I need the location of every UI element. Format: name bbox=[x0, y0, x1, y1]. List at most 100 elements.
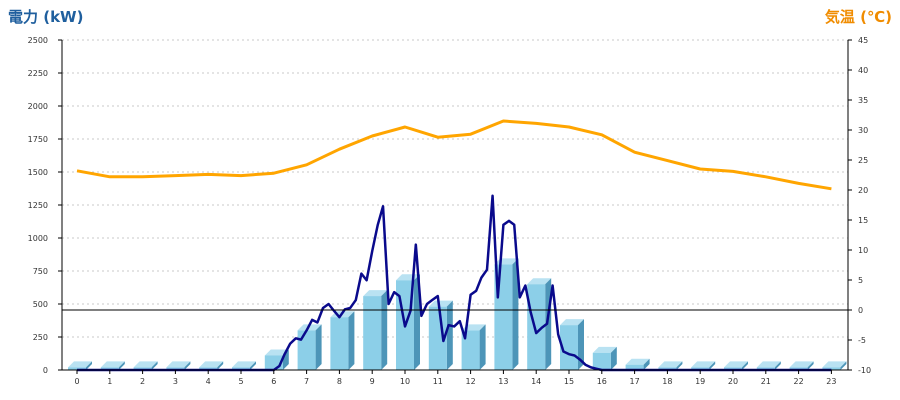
bar bbox=[363, 290, 388, 370]
bar bbox=[297, 324, 322, 370]
left-tick-label: 1750 bbox=[28, 135, 48, 144]
bar-side bbox=[578, 319, 584, 370]
bar bbox=[560, 319, 584, 370]
right-tick-label: 0 bbox=[858, 306, 863, 315]
power-line bbox=[77, 194, 832, 372]
left-tick-label: 250 bbox=[33, 333, 48, 342]
bar bbox=[232, 361, 256, 370]
bar bbox=[166, 361, 191, 370]
left-tick-label: 2000 bbox=[28, 102, 48, 111]
left-tick-label: 750 bbox=[33, 267, 48, 276]
bar-side bbox=[118, 361, 125, 370]
bar bbox=[592, 346, 617, 370]
right-tick-label: 10 bbox=[858, 246, 868, 255]
x-tick-label: 3 bbox=[173, 377, 178, 386]
left-tick-label: 0 bbox=[43, 366, 48, 375]
x-tick-label: 18 bbox=[662, 377, 672, 386]
x-tick-label: 14 bbox=[531, 377, 541, 386]
x-tick-label: 2 bbox=[140, 377, 145, 386]
bar bbox=[822, 361, 847, 370]
bar-side bbox=[348, 311, 355, 370]
x-tick-label: 15 bbox=[564, 377, 574, 386]
bar-front bbox=[560, 325, 578, 370]
bar-top bbox=[264, 349, 289, 356]
bar bbox=[625, 358, 650, 370]
left-axis-title: 電力 (kW) bbox=[8, 8, 83, 26]
bar-front bbox=[330, 317, 349, 370]
x-tick-label: 21 bbox=[761, 377, 771, 386]
bar-top bbox=[68, 361, 92, 368]
bar-front bbox=[363, 296, 382, 370]
bar-top bbox=[527, 278, 552, 285]
right-tick-label: 25 bbox=[858, 156, 868, 165]
right-tick-label: 30 bbox=[858, 126, 868, 135]
right-tick-label: -5 bbox=[858, 336, 866, 345]
bar-front bbox=[166, 367, 185, 370]
x-tick-label: 20 bbox=[728, 377, 738, 386]
bar-top bbox=[592, 346, 617, 353]
bar-front bbox=[133, 367, 152, 370]
right-axis-title: 気温 (℃) bbox=[825, 8, 892, 26]
right-tick-label: 5 bbox=[858, 276, 863, 285]
bar-front bbox=[297, 330, 316, 370]
line-series bbox=[76, 119, 832, 372]
left-tick-label: 1250 bbox=[28, 201, 48, 210]
temperature-line bbox=[76, 119, 832, 191]
bar-top bbox=[428, 300, 453, 307]
bar bbox=[330, 311, 355, 370]
bar bbox=[396, 274, 420, 370]
x-tick-label: 7 bbox=[304, 377, 309, 386]
bar-top bbox=[625, 358, 650, 365]
bar-front bbox=[68, 367, 86, 370]
bar-top bbox=[691, 361, 716, 368]
bar-side bbox=[610, 346, 617, 370]
bar-side bbox=[250, 361, 256, 370]
x-tick-label: 23 bbox=[826, 377, 836, 386]
right-tick-label: 20 bbox=[858, 186, 868, 195]
bar-side bbox=[512, 258, 519, 370]
bar bbox=[789, 361, 814, 370]
bar-front bbox=[527, 284, 546, 370]
bar-side bbox=[709, 361, 716, 370]
bar-side bbox=[676, 361, 683, 370]
right-tick-label: 45 bbox=[858, 36, 868, 45]
bar-top bbox=[199, 361, 224, 368]
bar-side bbox=[217, 361, 224, 370]
bar-front bbox=[789, 367, 808, 370]
bar-side bbox=[807, 361, 814, 370]
x-tick-label: 12 bbox=[466, 377, 476, 386]
bar-side bbox=[184, 361, 191, 370]
bar-top bbox=[363, 290, 388, 297]
axes: 02505007501000125015001750200022502500-1… bbox=[28, 36, 871, 386]
right-tick-label: -10 bbox=[858, 366, 871, 375]
bar bbox=[494, 258, 519, 370]
x-tick-label: 19 bbox=[695, 377, 705, 386]
bar bbox=[68, 361, 92, 370]
right-tick-label: 15 bbox=[858, 216, 868, 225]
x-tick-label: 22 bbox=[794, 377, 804, 386]
left-tick-label: 2500 bbox=[28, 36, 48, 45]
bar-top bbox=[232, 361, 256, 368]
bar-side bbox=[840, 361, 847, 370]
bar-front bbox=[461, 330, 480, 370]
bar bbox=[691, 361, 716, 370]
bar-front bbox=[100, 367, 119, 370]
x-tick-label: 10 bbox=[400, 377, 410, 386]
left-tick-label: 1500 bbox=[28, 168, 48, 177]
bar-front bbox=[232, 367, 250, 370]
bar-side bbox=[86, 361, 92, 370]
bar-side bbox=[381, 290, 388, 370]
bar-top bbox=[166, 361, 191, 368]
x-tick-label: 17 bbox=[630, 377, 640, 386]
x-tick-label: 9 bbox=[370, 377, 375, 386]
bar bbox=[724, 361, 748, 370]
left-tick-label: 2250 bbox=[28, 69, 48, 78]
bar bbox=[756, 361, 781, 370]
bar bbox=[658, 361, 683, 370]
bar-top bbox=[789, 361, 814, 368]
bar-top bbox=[297, 324, 322, 331]
bar-side bbox=[414, 274, 420, 370]
x-tick-label: 13 bbox=[498, 377, 508, 386]
bar-front bbox=[724, 367, 742, 370]
